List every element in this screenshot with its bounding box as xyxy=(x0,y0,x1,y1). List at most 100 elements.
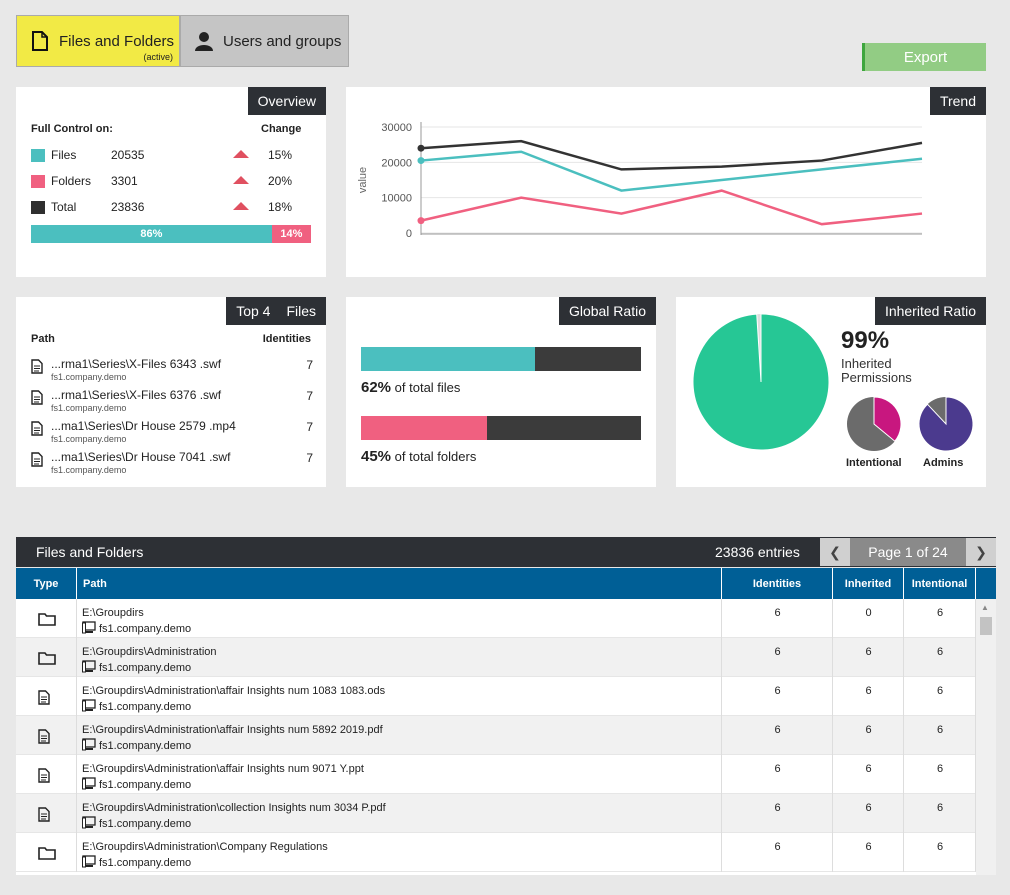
chevron-right-icon[interactable]: ❯ xyxy=(966,538,996,566)
series-start-point[interactable] xyxy=(417,157,425,165)
path-header: Path xyxy=(31,333,55,345)
export-button[interactable]: Export xyxy=(862,43,986,71)
row-server: fs1.company.demo xyxy=(82,621,191,637)
row-intentional: 6 xyxy=(936,763,944,775)
top4-card: Top 4 Files Path Identities ...rma1\Serie… xyxy=(16,297,326,487)
file-icon xyxy=(31,421,43,441)
legend-swatch xyxy=(31,201,45,214)
server-icon xyxy=(82,855,96,871)
trend-up-icon xyxy=(233,202,249,210)
row-intentional: 6 xyxy=(936,724,944,736)
row-identities: 6 xyxy=(774,607,781,619)
files-ratio-text: 62% of total files xyxy=(361,379,461,396)
table-scrollbar[interactable]: ▲ xyxy=(976,599,996,875)
table-row[interactable]: E:\Groupdirs\Administration fs1.company.d… xyxy=(16,638,976,677)
file-icon xyxy=(38,768,50,786)
y-tick-label: 30000 xyxy=(381,122,412,134)
inherited-ratio-card: Inherited Ratio 99% Inherited Permission… xyxy=(676,297,986,487)
file-icon xyxy=(31,452,43,472)
table-row[interactable]: E:\Groupdirs\Administration\affair Insig… xyxy=(16,716,976,755)
row-change: 20% xyxy=(268,174,293,188)
admins-pie-slice[interactable] xyxy=(918,396,974,452)
row-path: E:\Groupdirs\Administration xyxy=(82,646,217,658)
file-icon xyxy=(31,390,43,410)
legend-swatch xyxy=(31,149,45,162)
global-ratio-title: Global Ratio xyxy=(558,297,656,325)
row-inherited: 6 xyxy=(865,724,872,736)
top-file-item[interactable]: ...ma1\Series\Dr House 7041 .swf fs1.comp… xyxy=(31,450,313,478)
tab-files-and-folders[interactable]: Files and Folders (active) xyxy=(16,15,180,67)
row-value: 20535 xyxy=(111,148,145,162)
files-ratio-segment: 86% xyxy=(31,225,272,243)
row-intentional: 6 xyxy=(936,607,944,619)
table-row[interactable]: E:\Groupdirs\Administration\affair Insig… xyxy=(16,755,976,794)
row-server: fs1.company.demo xyxy=(82,816,191,832)
row-server: fs1.company.demo xyxy=(82,855,191,871)
row-intentional: 6 xyxy=(936,646,944,658)
table-row[interactable]: E:\Groupdirs fs1.company.demo 6 0 6 xyxy=(16,599,976,638)
server-icon xyxy=(82,816,96,832)
trend-title: Trend xyxy=(929,87,986,115)
top-file-server: fs1.company.demo xyxy=(51,372,127,382)
top-file-item[interactable]: ...ma1\Series\Dr House 2579 .mp4 fs1.comp… xyxy=(31,419,313,447)
top-file-path: ...rma1\Series\X-Files 6376 .swf xyxy=(51,388,222,402)
tab-users-and-groups[interactable]: Users and groups xyxy=(180,15,349,67)
row-inherited: 6 xyxy=(865,841,872,853)
series-line xyxy=(420,139,923,171)
row-inherited: 0 xyxy=(865,607,872,619)
entry-count: 23836 entries xyxy=(715,544,800,560)
table-row[interactable]: E:\Groupdirs\Administration\Company Regu… xyxy=(16,833,976,872)
column-identities[interactable]: Identities xyxy=(722,568,833,599)
top-file-item[interactable]: ...rma1\Series\X-Files 6376 .swf fs1.comp… xyxy=(31,388,313,416)
row-inherited: 6 xyxy=(865,646,872,658)
top-file-identities: 7 xyxy=(306,389,313,403)
top-file-identities: 7 xyxy=(306,451,313,465)
overview-row-total: Total 23836 18% xyxy=(31,199,311,215)
table-row[interactable]: E:\Groupdirs\Administration\collection I… xyxy=(16,794,976,833)
top-file-item[interactable]: ...rma1\Series\X-Files 6343 .swf fs1.comp… xyxy=(31,357,313,385)
identities-header: Identities xyxy=(262,333,311,345)
column-intentional[interactable]: Intentional xyxy=(904,568,976,599)
row-inherited: 6 xyxy=(865,802,872,814)
column-type[interactable]: Type xyxy=(16,568,77,599)
file-icon xyxy=(31,359,43,379)
inherited-ratio-title: Inherited Ratio xyxy=(874,297,986,325)
row-path: E:\Groupdirs\Administration\affair Insig… xyxy=(82,685,386,697)
files-table-toolbar: Files and Folders 23836 entries ❮ Page 1… xyxy=(16,537,996,567)
row-path: E:\Groupdirs\Administration\affair Insig… xyxy=(82,724,383,736)
top-file-server: fs1.company.demo xyxy=(51,403,127,413)
trend-up-icon xyxy=(233,150,249,158)
inherited-pie-slice[interactable] xyxy=(692,313,830,451)
row-server-name: fs1.company.demo xyxy=(99,701,192,713)
overview-row-files: Files 20535 15% xyxy=(31,147,311,163)
column-path[interactable]: Path xyxy=(77,568,722,599)
file-icon xyxy=(38,729,50,747)
series-line xyxy=(420,189,923,226)
y-tick-label: 20000 xyxy=(381,157,412,169)
top-file-path: ...ma1\Series\Dr House 7041 .swf xyxy=(51,450,231,464)
row-path: E:\Groupdirs\Administration\affair Insig… xyxy=(82,763,364,775)
row-identities: 6 xyxy=(774,685,781,697)
overview-row-folders: Folders 3301 20% xyxy=(31,173,311,189)
tab-label: Files and Folders xyxy=(59,32,175,50)
column-inherited[interactable]: Inherited xyxy=(833,568,904,599)
user-icon xyxy=(193,29,215,53)
series-start-point[interactable] xyxy=(417,144,425,152)
row-name: Files xyxy=(51,148,77,162)
row-name: Folders xyxy=(51,174,92,188)
folders-ratio-bar xyxy=(361,416,641,440)
series-start-point[interactable] xyxy=(417,217,425,225)
scroll-up-icon[interactable]: ▲ xyxy=(981,603,989,612)
y-tick-label: 10000 xyxy=(381,193,412,205)
folder-icon xyxy=(38,651,56,668)
table-row[interactable]: E:\Groupdirs\Administration\affair Insig… xyxy=(16,677,976,716)
chevron-left-icon[interactable]: ❮ xyxy=(820,538,850,566)
inherited-ratio-pies xyxy=(692,313,974,452)
trend-card: Trend 30000 20000 10000 0 value xyxy=(346,87,986,277)
scroll-thumb[interactable] xyxy=(980,617,992,635)
row-value: 3301 xyxy=(111,174,138,188)
row-change: 18% xyxy=(268,200,293,214)
legend-swatch xyxy=(31,175,45,188)
row-path: E:\Groupdirs\Administration\collection I… xyxy=(82,802,386,814)
intentional-pie-slice[interactable] xyxy=(873,396,902,442)
